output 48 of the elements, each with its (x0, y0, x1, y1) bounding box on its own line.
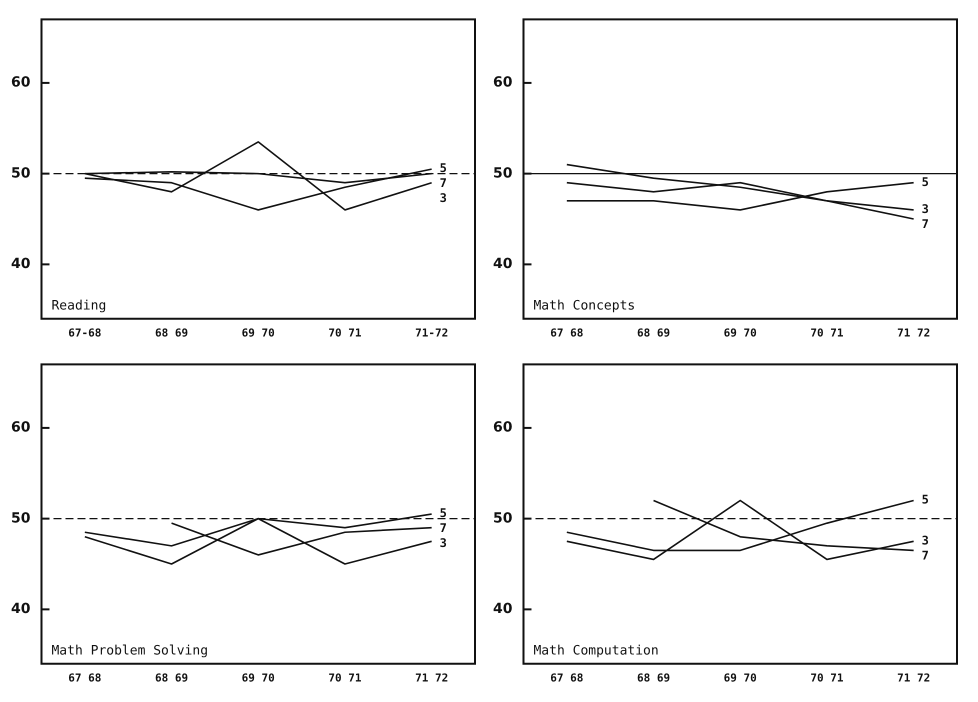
x-tick-label: 71 72 (897, 671, 930, 684)
series-label: 5 (440, 506, 447, 520)
annotation: Math Computation (533, 644, 659, 659)
y-tick-label: 50 (11, 510, 31, 526)
x-tick-label: 67 68 (550, 326, 584, 340)
series-label: 5 (440, 161, 447, 176)
annotation: Reading (51, 298, 106, 314)
y-tick-label: 40 (493, 256, 513, 272)
series-label: 7 (922, 217, 929, 232)
series-label: 3 (922, 202, 929, 216)
y-tick-label: 40 (493, 601, 513, 618)
annotation: Math Concepts (533, 298, 636, 314)
series-label: 5 (922, 174, 929, 189)
y-tick-label: 40 (11, 256, 31, 272)
series-label: 3 (440, 191, 447, 206)
y-tick-label: 60 (493, 420, 513, 436)
x-tick-label: 67-68 (68, 326, 102, 340)
x-tick-label: 71 72 (897, 326, 930, 340)
series-label: 3 (440, 536, 447, 550)
x-tick-label: 67 68 (68, 671, 102, 684)
y-tick-label: 60 (11, 74, 31, 91)
y-tick-label: 50 (493, 165, 513, 182)
x-tick-label: 69 70 (242, 326, 275, 340)
y-tick-label: 50 (493, 510, 513, 526)
x-tick-label: 69 70 (242, 671, 275, 684)
x-tick-label: 70 71 (328, 326, 362, 340)
series-label: 7 (922, 548, 929, 562)
x-tick-label: 69 70 (724, 326, 757, 340)
x-tick-label: 70 71 (810, 671, 844, 684)
x-tick-label: 71 72 (415, 671, 448, 684)
y-tick-label: 60 (11, 420, 31, 436)
x-tick-label: 68 69 (154, 671, 188, 684)
series-label: 7 (440, 521, 447, 536)
x-tick-label: 67 68 (550, 671, 584, 684)
y-tick-label: 40 (11, 601, 31, 618)
series-label: 7 (440, 176, 447, 190)
x-tick-label: 68 69 (636, 671, 670, 684)
x-tick-label: 68 69 (154, 326, 188, 340)
x-tick-label: 70 71 (328, 671, 362, 684)
y-tick-label: 50 (11, 165, 31, 182)
x-tick-label: 68 69 (636, 326, 670, 340)
x-tick-label: 71-72 (415, 326, 448, 340)
series-label: 3 (922, 533, 929, 548)
annotation: Math Problem Solving (51, 644, 208, 659)
x-tick-label: 69 70 (724, 671, 757, 684)
series-label: 5 (922, 492, 929, 507)
y-tick-label: 60 (493, 74, 513, 91)
x-tick-label: 70 71 (810, 326, 844, 340)
